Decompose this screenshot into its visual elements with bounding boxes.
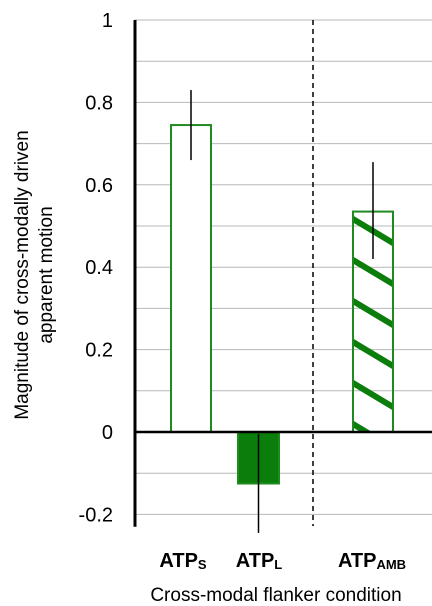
y-tick-labels: 1 0.8 0.6 0.4 0.2 0 -0.2 (79, 10, 113, 526)
y-tick-label: -0.2 (79, 504, 113, 526)
y-tick-label: 0.2 (85, 340, 113, 362)
category-label: ATPS (159, 550, 207, 572)
category-label: ATPAMB (338, 550, 406, 572)
y-tick-label: 0.6 (85, 175, 113, 197)
bar-atps (170, 124, 212, 433)
category-labels: ATPS ATPL ATPAMB (159, 550, 406, 572)
bars (170, 90, 394, 533)
y-tick-label: 1 (102, 10, 113, 32)
y-axis-title-line-1: Magnitude of cross-modally driven (12, 130, 33, 419)
y-axis-title-line-2: apparent motion (36, 206, 57, 343)
y-tick-label: 0.8 (85, 92, 113, 114)
y-tick-label: 0.4 (85, 257, 113, 279)
x-axis-title: Cross-modal flanker condition (150, 585, 401, 606)
axes (133, 20, 432, 527)
y-tick-label: 0 (102, 422, 113, 444)
category-label: ATPL (236, 550, 283, 572)
